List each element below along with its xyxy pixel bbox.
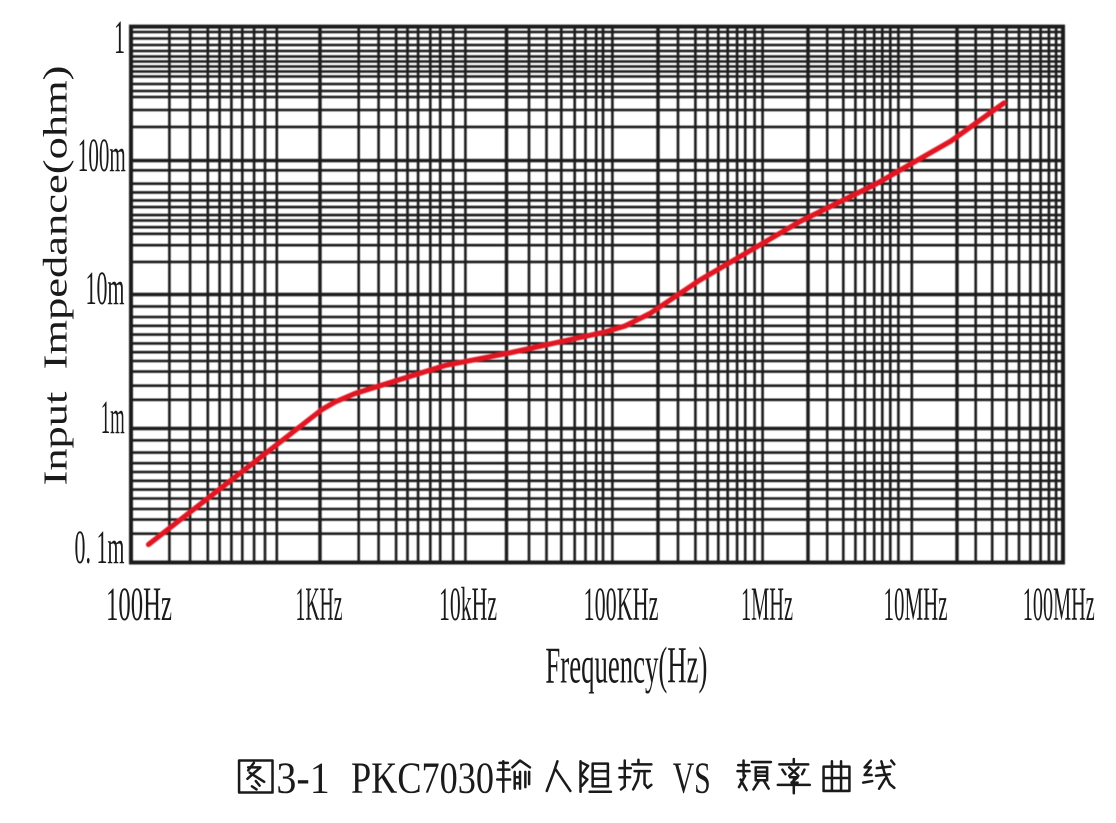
svg-text:PKC7030: PKC7030 (351, 754, 494, 803)
svg-text:10kHz: 10kHz (439, 578, 497, 631)
svg-text:VS: VS (673, 754, 711, 803)
svg-text:Input Impedance(ohm): Input Impedance(ohm) (38, 66, 75, 486)
svg-text:1m: 1m (101, 391, 125, 444)
svg-text:0. 1m: 0. 1m (75, 521, 125, 574)
svg-text:1KHz: 1KHz (296, 578, 343, 631)
svg-text:100KHz: 100KHz (584, 578, 659, 631)
svg-text:10MHz: 10MHz (884, 578, 948, 631)
svg-text:100m: 100m (78, 129, 126, 182)
svg-text:Frequency(Hz): Frequency(Hz) (545, 637, 707, 694)
svg-text:1: 1 (114, 11, 125, 64)
svg-text:10m: 10m (86, 262, 125, 315)
svg-text:1MHz: 1MHz (741, 578, 793, 631)
svg-text:3-1: 3-1 (276, 754, 329, 803)
svg-text:100Hz: 100Hz (106, 578, 172, 631)
svg-text:100MHz: 100MHz (1023, 578, 1095, 631)
